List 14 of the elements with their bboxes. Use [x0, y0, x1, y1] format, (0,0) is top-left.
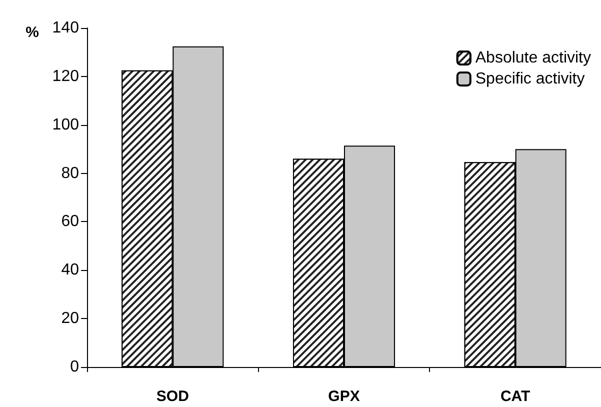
- x-tick-label: CAT: [500, 388, 530, 405]
- y-axis-title: %: [26, 24, 39, 41]
- y-tick-label: 20: [61, 310, 80, 328]
- y-tick-label: 100: [52, 116, 80, 134]
- legend-label: Absolute activity: [475, 50, 591, 66]
- y-tick-label: 0: [70, 358, 80, 376]
- y-tick-label: 80: [61, 164, 80, 182]
- x-tick-label: GPX: [328, 388, 360, 405]
- x-tick-label: SOD: [156, 388, 190, 405]
- y-tick-label: 40: [61, 262, 80, 279]
- y-tick-label: 120: [52, 68, 80, 85]
- legend-label: Specific activity: [475, 70, 585, 88]
- y-tick-label: 60: [61, 213, 80, 230]
- y-tick-label: 140: [52, 20, 80, 36]
